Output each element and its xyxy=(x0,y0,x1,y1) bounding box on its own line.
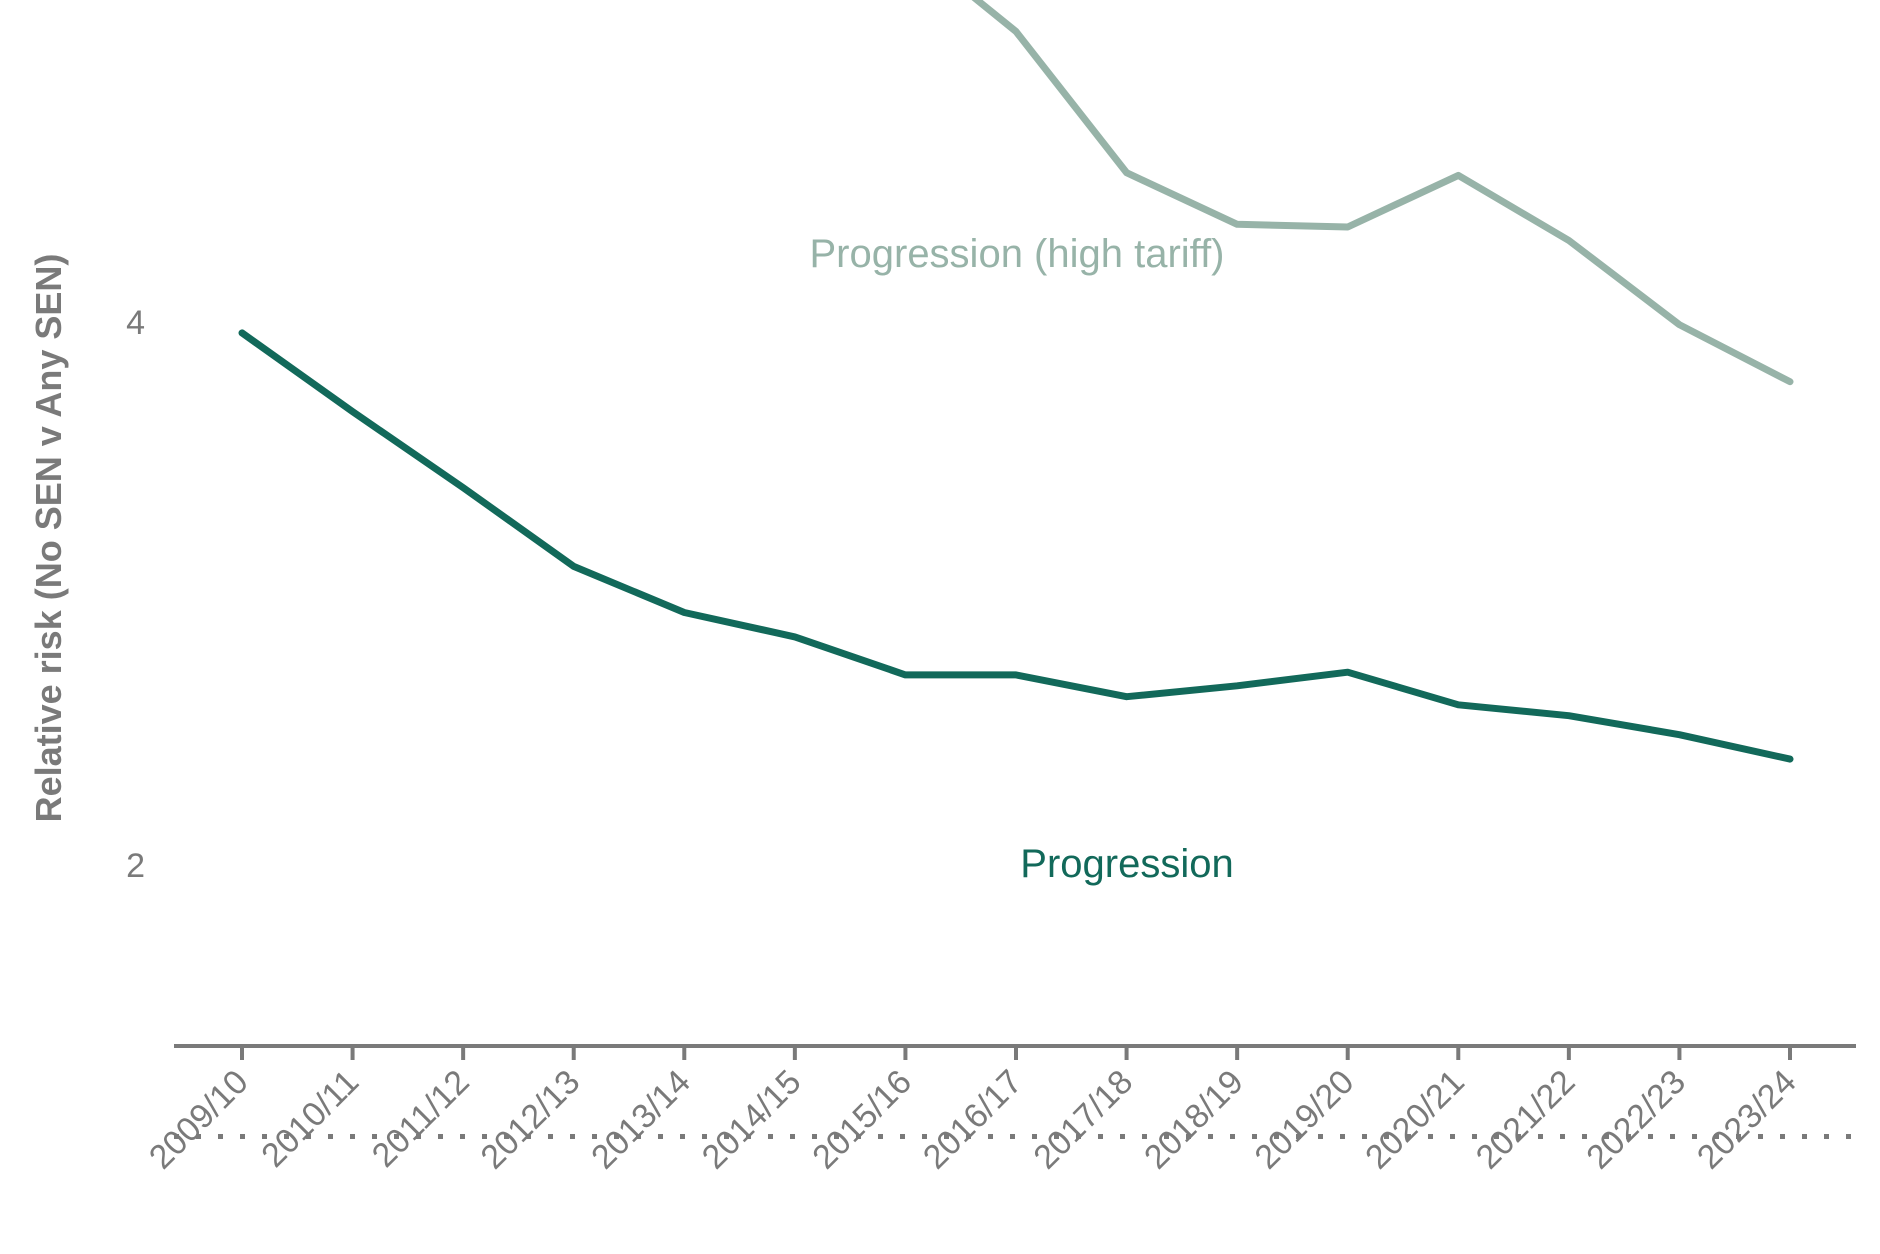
series-line-progression-high-tariff xyxy=(971,0,1794,386)
series-lines xyxy=(238,0,1794,763)
x-tick-label: 2014/15 xyxy=(695,1063,809,1177)
x-tick-label: 2016/17 xyxy=(916,1063,1030,1177)
x-tick-label: 2022/23 xyxy=(1579,1063,1693,1177)
x-tick-label: 2013/14 xyxy=(584,1063,698,1177)
x-tick-label: 2009/10 xyxy=(142,1063,256,1177)
x-tick-label: 2012/13 xyxy=(474,1063,588,1177)
y-tick-label-4: 4 xyxy=(126,304,145,342)
x-tick-label: 2023/24 xyxy=(1690,1063,1804,1177)
x-tick-label: 2018/19 xyxy=(1137,1063,1251,1177)
x-axis-ticks: 2009/102010/112011/122012/132013/142014/… xyxy=(142,1046,1804,1177)
series-label-progression: Progression xyxy=(1020,842,1233,886)
series-label-progression-high-tariff: Progression (high tariff) xyxy=(810,232,1225,276)
y-axis-title: Relative risk (No SEN v Any SEN) xyxy=(28,254,69,823)
x-tick-label: 2021/22 xyxy=(1469,1063,1583,1177)
series-line-progression xyxy=(238,329,1794,763)
x-tick-label: 2019/20 xyxy=(1248,1063,1362,1177)
x-tick-label: 2015/16 xyxy=(805,1063,919,1177)
x-tick-label: 2017/18 xyxy=(1026,1063,1140,1177)
x-tick-label: 2020/21 xyxy=(1358,1063,1472,1177)
y-axis-ticks: 2468 xyxy=(126,304,145,885)
x-tick-label: 2010/11 xyxy=(254,1063,366,1175)
x-tick-label: 2011/12 xyxy=(365,1063,477,1175)
y-tick-label-2: 2 xyxy=(126,847,145,885)
